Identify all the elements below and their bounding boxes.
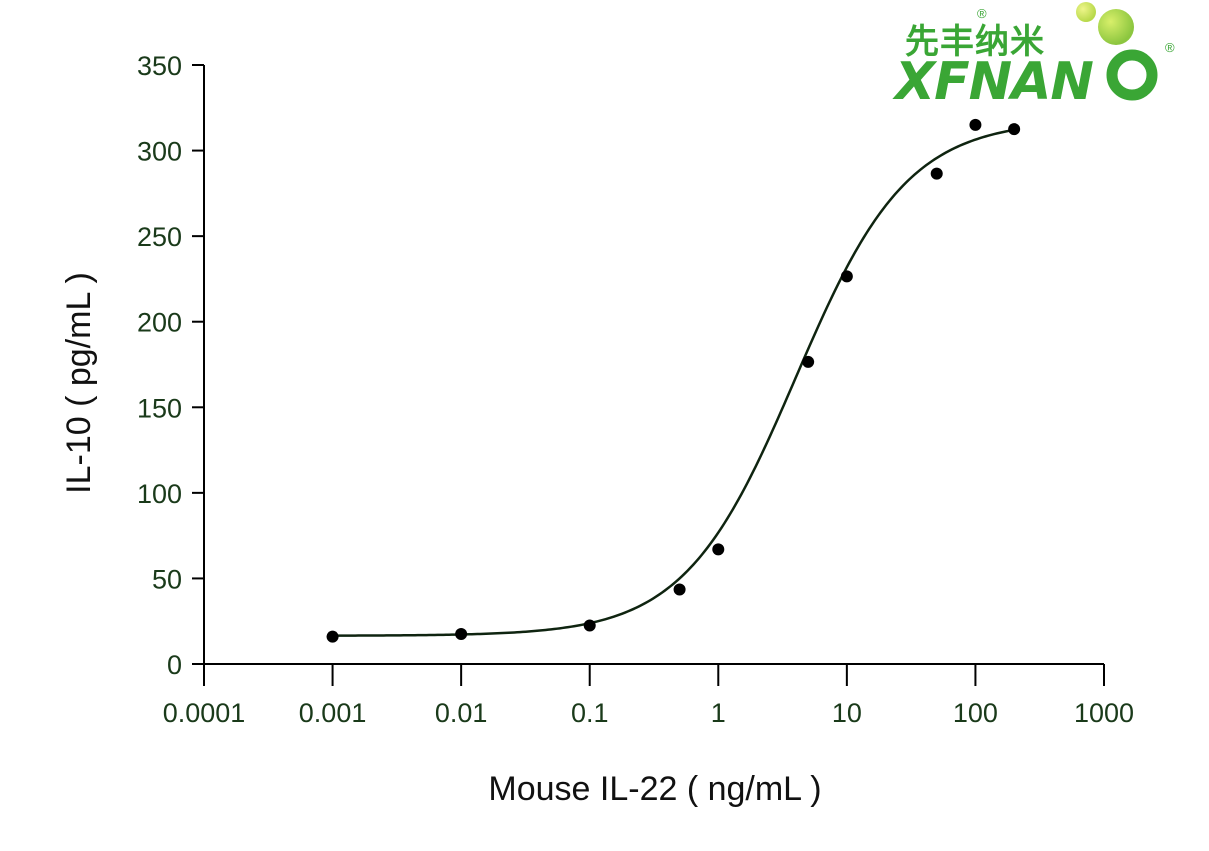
x-tick-label: 0.01 (435, 698, 488, 728)
fit-curve-layer (332, 128, 1015, 637)
data-point (326, 630, 339, 643)
x-tick-label: 0.0001 (163, 698, 246, 728)
logo-big-dot-icon (1098, 9, 1134, 45)
data-point (673, 583, 686, 596)
x-tick-label: 0.001 (299, 698, 367, 728)
logo-ring-icon (1106, 49, 1158, 101)
y-axis: 0 50 100 150 200 250 300 350 (137, 51, 205, 680)
y-tick-label: 100 (137, 479, 182, 509)
y-axis-label: IL-10 ( pg/mL ) (60, 272, 98, 494)
y-tick-label: 300 (137, 137, 182, 167)
y-tick-label: 0 (167, 650, 182, 680)
logo-small-dot-icon (1076, 2, 1096, 22)
x-tick-label: 1 (711, 698, 726, 728)
logo-registered-mark: ® (977, 6, 987, 21)
x-tick-label: 1000 (1074, 698, 1134, 728)
data-point (1008, 123, 1021, 136)
x-tick-label: 10 (832, 698, 862, 728)
y-tick-label: 250 (137, 222, 182, 252)
data-point (712, 543, 725, 556)
data-point (583, 619, 596, 632)
x-axis-label: Mouse IL-22 ( ng/mL ) (488, 770, 821, 808)
data-point (930, 167, 943, 180)
y-tick-label: 150 (137, 393, 182, 423)
x-axis: 0.0001 0.001 0.01 0.1 1 10 100 1000 (163, 663, 1134, 728)
x-tick-label: 100 (953, 698, 998, 728)
data-point (802, 355, 815, 368)
data-point (840, 270, 853, 283)
logo-english-text: XFNAN (895, 52, 1094, 112)
y-tick-label: 50 (152, 564, 182, 594)
logo-registered-mark-2: ® (1165, 40, 1175, 55)
y-tick-label: 200 (137, 308, 182, 338)
data-points-layer (326, 118, 1021, 643)
x-tick-label: 0.1 (571, 698, 609, 728)
data-point (969, 118, 982, 131)
y-tick-label: 350 (137, 51, 182, 81)
xfnano-logo: 先丰纳米 ® XFNAN ® (893, 2, 1183, 116)
data-point (455, 628, 468, 641)
fit-curve-line (332, 128, 1015, 637)
logo-chinese-text: 先丰纳米 (905, 22, 1045, 62)
